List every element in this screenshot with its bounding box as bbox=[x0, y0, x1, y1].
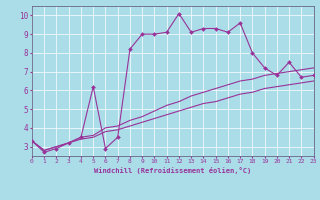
X-axis label: Windchill (Refroidissement éolien,°C): Windchill (Refroidissement éolien,°C) bbox=[94, 167, 252, 174]
